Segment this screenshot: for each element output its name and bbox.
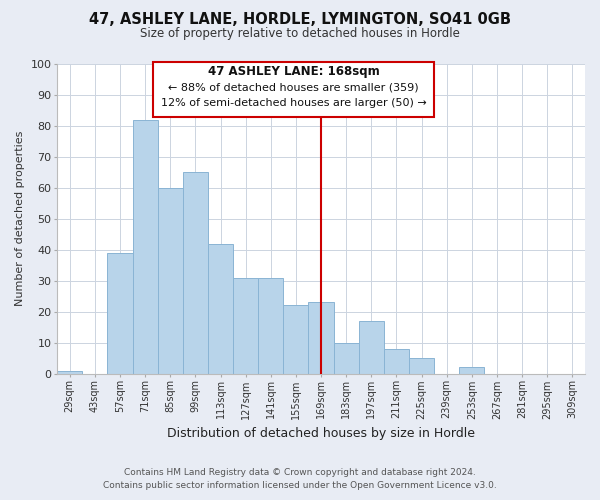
FancyBboxPatch shape [152,62,434,116]
Bar [57,370,82,374]
Bar [334,342,359,374]
Text: Size of property relative to detached houses in Hordle: Size of property relative to detached ho… [140,28,460,40]
Bar [409,358,434,374]
Bar [158,188,183,374]
Text: ← 88% of detached houses are smaller (359): ← 88% of detached houses are smaller (35… [168,82,419,92]
X-axis label: Distribution of detached houses by size in Hordle: Distribution of detached houses by size … [167,427,475,440]
Bar [133,120,158,374]
Bar [460,368,484,374]
Text: 47, ASHLEY LANE, HORDLE, LYMINGTON, SO41 0GB: 47, ASHLEY LANE, HORDLE, LYMINGTON, SO41… [89,12,511,28]
Text: 47 ASHLEY LANE: 168sqm: 47 ASHLEY LANE: 168sqm [208,65,379,78]
Bar [183,172,208,374]
Bar [308,302,334,374]
Bar [384,349,409,374]
Bar [359,321,384,374]
Bar [107,253,133,374]
Bar [233,278,258,374]
Text: 12% of semi-detached houses are larger (50) →: 12% of semi-detached houses are larger (… [161,98,426,108]
Text: Contains public sector information licensed under the Open Government Licence v3: Contains public sector information licen… [103,482,497,490]
Bar [258,278,283,374]
Bar [283,306,308,374]
Text: Contains HM Land Registry data © Crown copyright and database right 2024.: Contains HM Land Registry data © Crown c… [124,468,476,477]
Y-axis label: Number of detached properties: Number of detached properties [15,131,25,306]
Bar [208,244,233,374]
